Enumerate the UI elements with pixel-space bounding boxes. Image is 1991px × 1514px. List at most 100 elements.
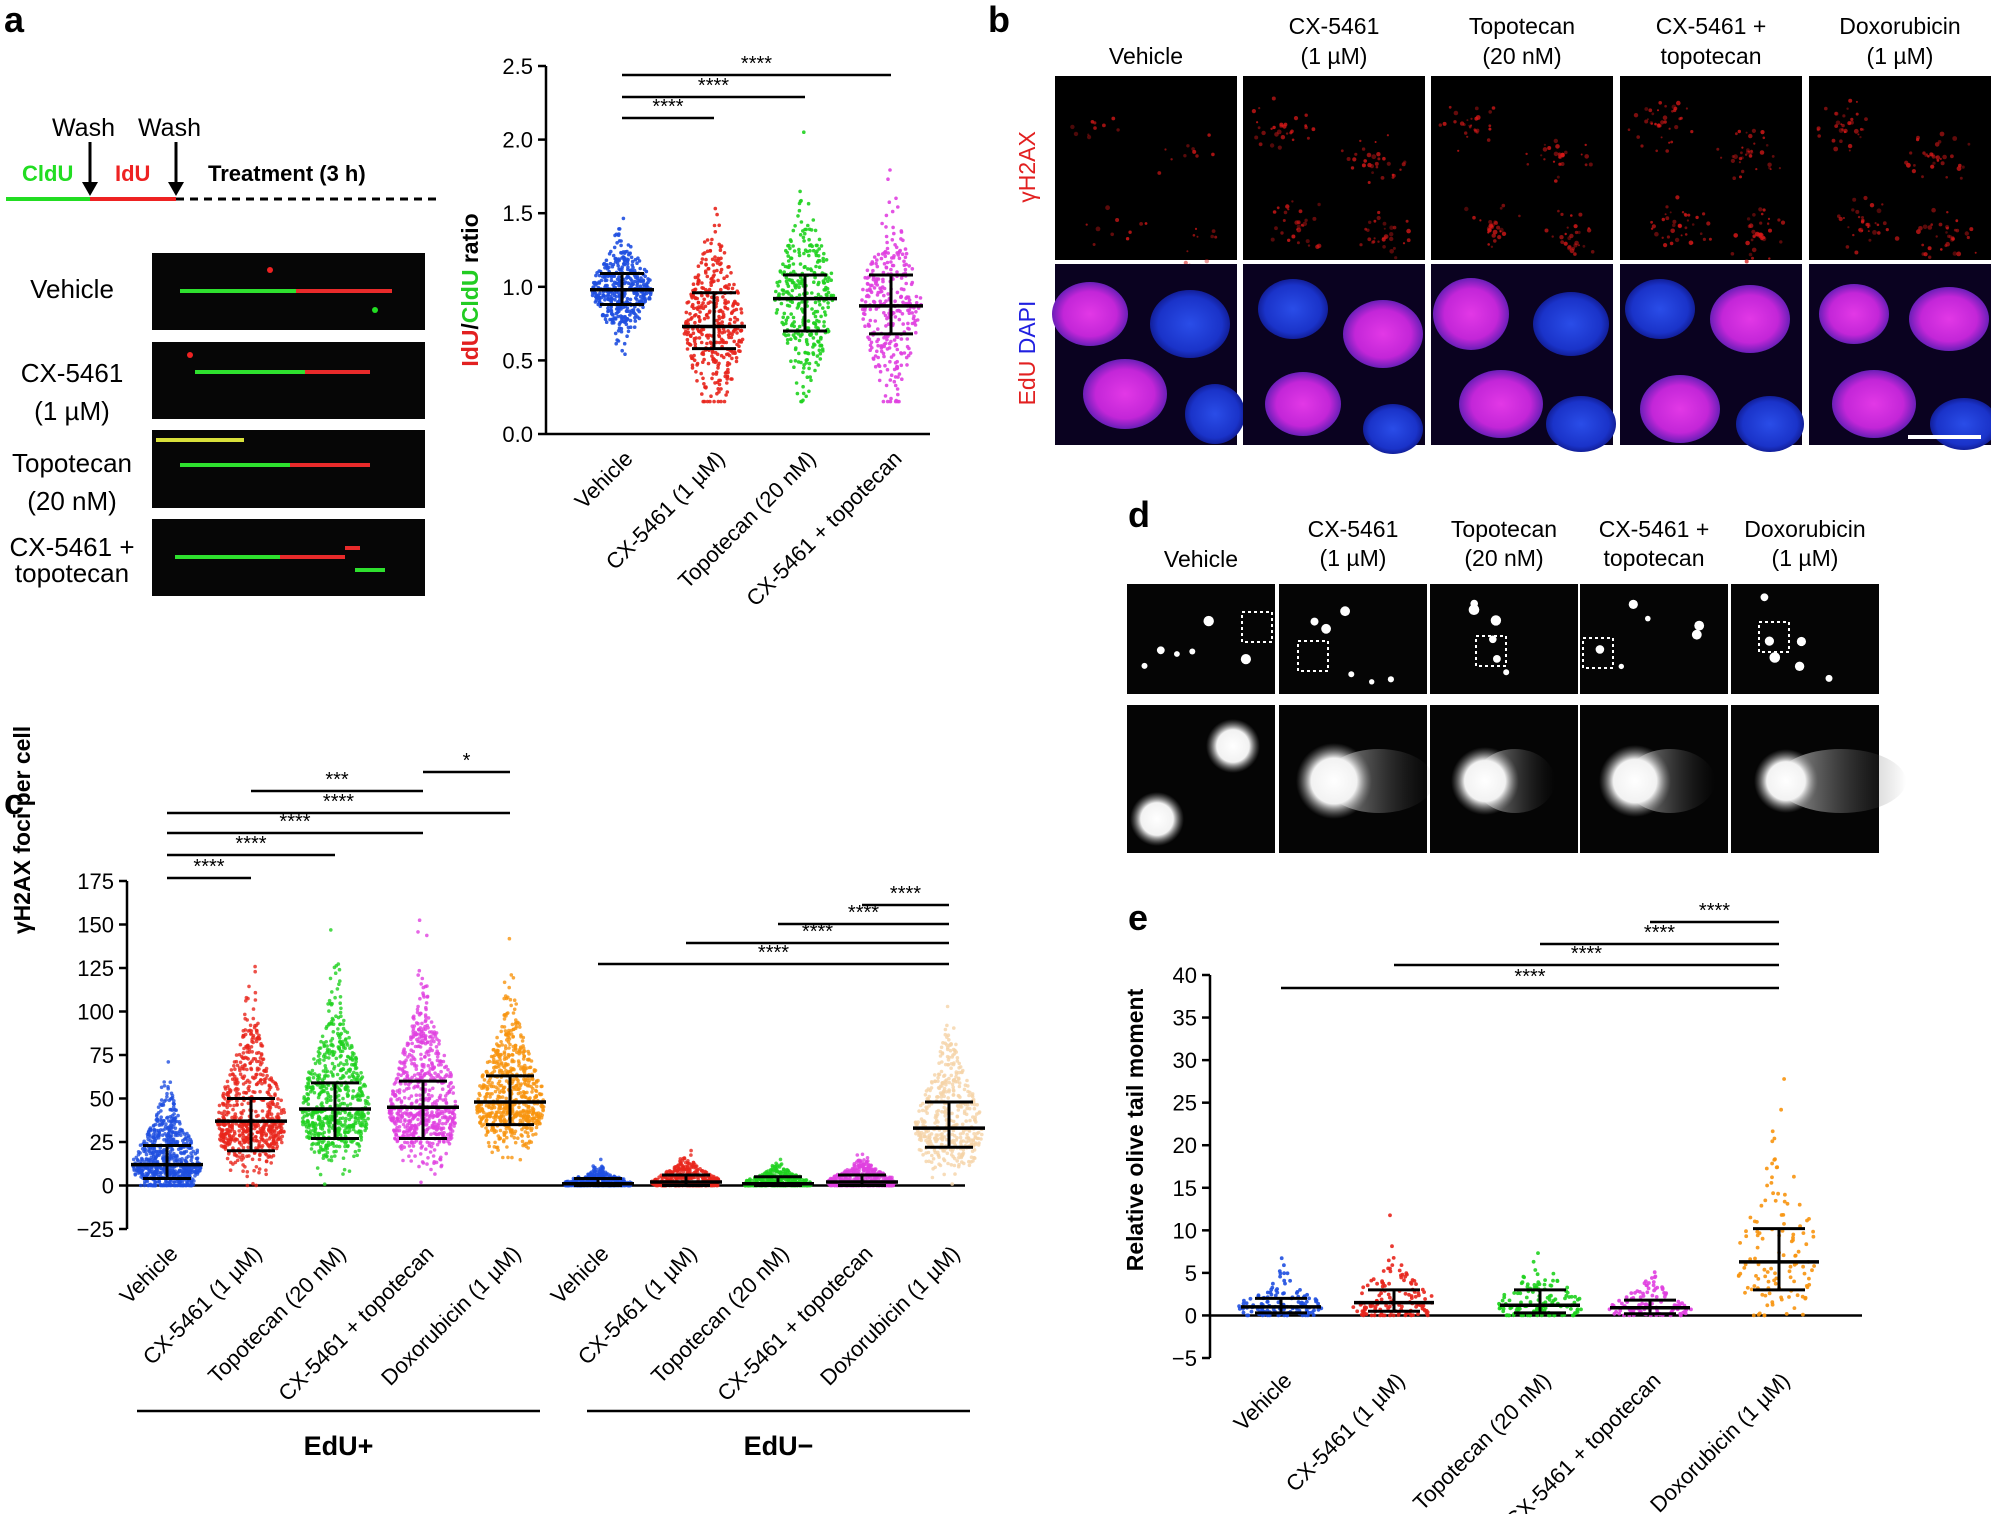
data-point xyxy=(603,274,607,279)
data-point xyxy=(162,1119,166,1123)
data-point xyxy=(887,200,892,204)
data-point xyxy=(864,294,869,299)
data-point xyxy=(621,216,626,221)
data-point xyxy=(430,1048,435,1053)
data-point xyxy=(237,1052,242,1057)
data-point xyxy=(353,1112,358,1117)
data-point xyxy=(876,252,881,257)
data-point xyxy=(713,206,718,211)
fiber-row-label: (1 µM) xyxy=(34,396,110,426)
data-point xyxy=(900,252,905,256)
edu-positive-nucleus xyxy=(1819,284,1889,344)
data-point xyxy=(312,1090,317,1095)
gh2ax-focus xyxy=(1272,210,1277,214)
data-point xyxy=(732,301,736,305)
gh2ax-focus xyxy=(1488,223,1494,229)
data-point xyxy=(697,279,701,283)
data-point xyxy=(902,259,906,264)
data-point xyxy=(316,1054,321,1058)
data-point xyxy=(620,315,625,319)
gh2ax-focus xyxy=(1211,229,1216,234)
data-point xyxy=(159,1115,163,1119)
data-point xyxy=(814,332,819,336)
data-point xyxy=(359,1116,363,1120)
data-point xyxy=(351,1094,355,1099)
gh2ax-focus xyxy=(1974,251,1977,254)
data-point xyxy=(338,1022,343,1026)
data-point xyxy=(336,1063,341,1067)
gh2ax-focus xyxy=(1257,126,1261,130)
data-point xyxy=(223,1087,228,1091)
data-point xyxy=(795,306,800,310)
data-point xyxy=(793,359,798,363)
data-point xyxy=(397,1067,402,1071)
gh2ax-focus xyxy=(1702,237,1706,241)
data-point xyxy=(429,1030,434,1034)
data-point xyxy=(716,278,720,283)
column-header: (1 µM) xyxy=(1301,43,1368,69)
data-point xyxy=(880,285,885,289)
data-point xyxy=(775,308,780,312)
data-point xyxy=(725,381,729,385)
data-point xyxy=(814,360,818,365)
fiber-image xyxy=(152,430,425,508)
data-point xyxy=(353,1116,358,1120)
data-point xyxy=(821,306,825,310)
gh2ax-focus xyxy=(1501,231,1507,236)
data-point xyxy=(426,1016,431,1020)
gh2ax-focus xyxy=(1747,150,1751,153)
gh2ax-focus xyxy=(1924,153,1928,157)
fiber-row-vehicle: Vehicle xyxy=(30,253,425,330)
data-point xyxy=(225,1079,230,1084)
data-point xyxy=(227,1133,232,1137)
gh2ax-focus xyxy=(1125,237,1130,241)
data-point xyxy=(699,340,704,345)
data-point xyxy=(690,316,694,320)
data-point xyxy=(229,1068,234,1072)
data-point xyxy=(257,1067,261,1071)
gh2ax-focus xyxy=(1676,100,1681,106)
gh2ax-focus xyxy=(1382,245,1386,249)
data-point xyxy=(625,296,630,301)
gh2ax-focus xyxy=(1938,222,1943,227)
data-point xyxy=(699,328,704,332)
data-point xyxy=(226,1141,230,1145)
data-point xyxy=(258,1062,263,1067)
data-point xyxy=(703,304,708,309)
data-point xyxy=(253,1090,257,1095)
data-point xyxy=(644,282,649,286)
data-point xyxy=(183,1136,188,1141)
data-point xyxy=(414,1032,419,1037)
gh2ax-focus xyxy=(1569,248,1575,254)
data-point xyxy=(435,1049,440,1053)
gh2ax-focus xyxy=(1317,202,1321,207)
data-point xyxy=(904,251,909,256)
data-point xyxy=(440,1087,445,1091)
data-point xyxy=(250,1037,254,1042)
data-point xyxy=(195,1150,199,1155)
chart-c-ylabel: γH2AX foci per cell xyxy=(9,726,35,934)
gh2ax-focus xyxy=(1496,225,1501,230)
gh2ax-focus xyxy=(1752,213,1756,217)
data-point xyxy=(914,310,918,314)
gh2ax-focus xyxy=(1475,115,1481,120)
data-point xyxy=(344,1037,348,1041)
data-point xyxy=(826,305,830,310)
data-point xyxy=(139,1183,143,1188)
data-point xyxy=(907,346,911,351)
data-point xyxy=(715,391,719,396)
data-point xyxy=(633,315,637,320)
data-point xyxy=(691,331,696,336)
data-point xyxy=(245,1067,249,1072)
data-point xyxy=(154,1167,159,1171)
y-tick-label: 0 xyxy=(102,1174,114,1199)
data-point xyxy=(233,1067,237,1071)
data-point xyxy=(815,354,820,358)
data-point xyxy=(692,339,697,344)
data-point xyxy=(796,279,800,283)
data-point xyxy=(897,317,902,322)
data-point xyxy=(422,995,426,999)
data-point xyxy=(325,1150,330,1155)
data-point xyxy=(166,1125,170,1130)
data-point xyxy=(416,1084,420,1089)
